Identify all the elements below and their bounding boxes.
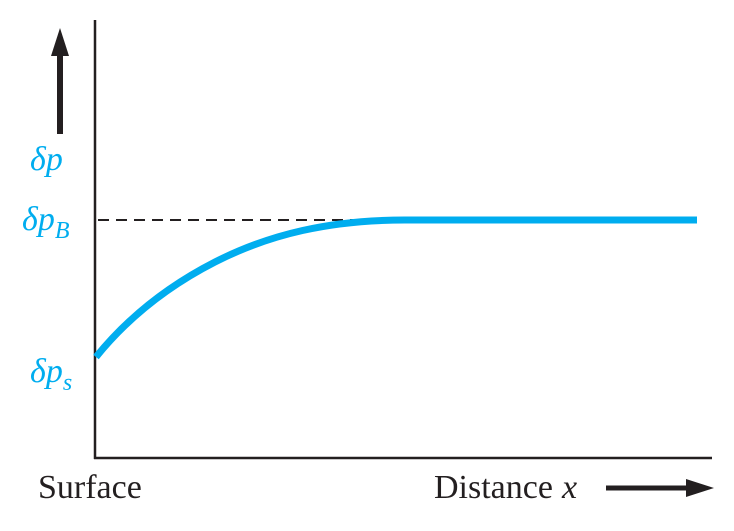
surface-level-label: δps: [30, 353, 72, 396]
surface-label: Surface: [38, 469, 142, 506]
right-arrow-icon: [606, 479, 714, 497]
up-arrow-icon: [51, 28, 69, 134]
y-axis-label: δp: [30, 141, 63, 178]
bulk-level-label: δpB: [22, 201, 70, 244]
distance-label: Distance x: [434, 469, 577, 506]
carrier-concentration-curve: [93, 216, 697, 360]
